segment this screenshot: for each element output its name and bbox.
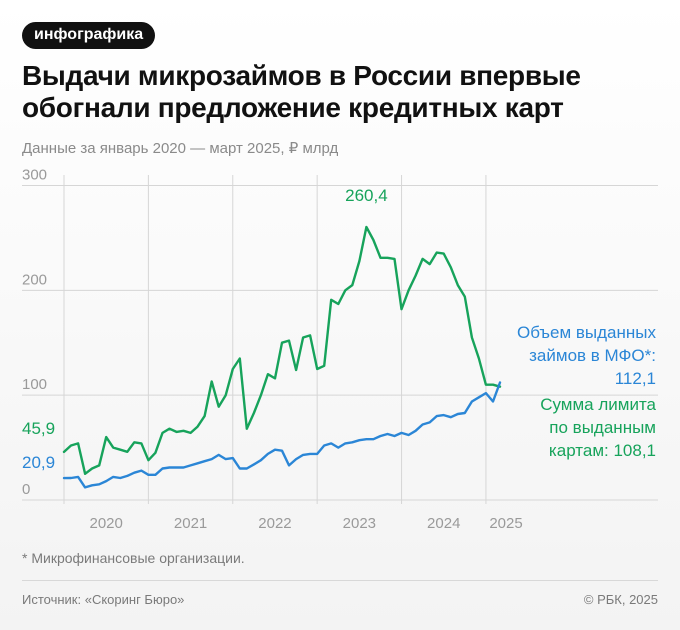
x-tick-label: 2025 bbox=[489, 515, 522, 532]
x-tick-label: 2022 bbox=[258, 515, 291, 532]
mfo-loans-line bbox=[62, 381, 502, 489]
cards-limit-line bbox=[62, 225, 502, 475]
legend-entry: по выданным bbox=[549, 418, 656, 437]
data-label: 260,4 bbox=[345, 186, 388, 205]
y-tick-label: 300 bbox=[22, 166, 47, 183]
x-tick-label: 2024 bbox=[427, 515, 460, 532]
footer-divider bbox=[22, 580, 658, 581]
source-note: Источник: «Скоринг Бюро» bbox=[22, 592, 185, 607]
y-tick-label: 100 bbox=[22, 376, 47, 393]
legend-entry: 112,1 bbox=[615, 369, 656, 388]
legend-entry: Сумма лимита bbox=[540, 395, 656, 414]
legend-entry: займов в МФО*: bbox=[529, 346, 656, 365]
x-tick-label: 2021 bbox=[174, 515, 207, 532]
copyright: © РБК, 2025 bbox=[583, 592, 658, 607]
y-tick-label: 0 bbox=[22, 481, 30, 498]
legend-entry: Объем выданных bbox=[517, 323, 657, 342]
footnote: * Микрофинансовые организации. bbox=[22, 550, 245, 566]
line-chart: 0 100 200 300 2020 2021 2022 2023 2024 2025 45,9 2… bbox=[22, 166, 658, 532]
x-tick-label: 2020 bbox=[90, 515, 123, 532]
chart-title: Выдачи микрозаймов в России впервые обог… bbox=[22, 60, 581, 123]
x-tick-label: 2023 bbox=[343, 515, 376, 532]
y-tick-label: 200 bbox=[22, 271, 47, 288]
data-label: 45,9 bbox=[22, 419, 55, 438]
chart-subtitle: Данные за январь 2020 — март 2025, ₽ млр… bbox=[22, 140, 339, 157]
legend-entry: картам: 108,1 bbox=[549, 441, 656, 460]
data-label: 20,9 bbox=[22, 453, 55, 472]
infographic-badge: инфографика bbox=[22, 22, 156, 49]
